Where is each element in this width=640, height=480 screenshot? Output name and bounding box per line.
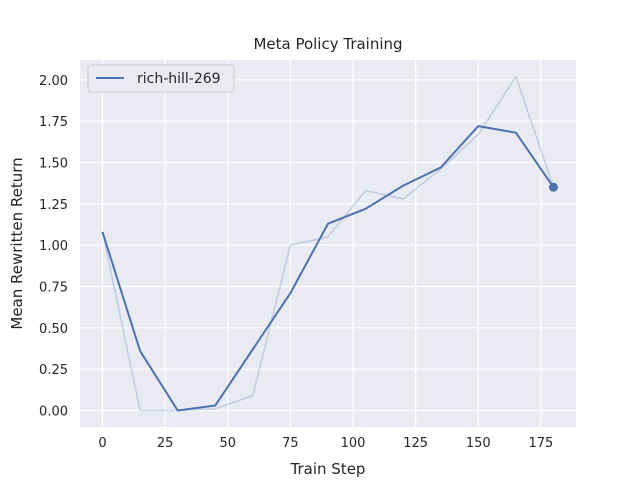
y-tick-label: 0.00	[39, 404, 68, 419]
y-tick-label: 1.75	[39, 115, 68, 130]
y-tick-label: 1.50	[39, 156, 68, 171]
y-tick-label: 1.00	[39, 239, 68, 254]
x-tick-label: 175	[529, 436, 554, 451]
y-tick-label: 2.00	[39, 74, 68, 89]
grid-lines	[80, 60, 576, 427]
x-tick-label: 0	[98, 436, 106, 451]
x-tick-label: 75	[282, 436, 299, 451]
y-tick-label: 0.25	[39, 363, 68, 378]
x-tick-label: 100	[341, 436, 366, 451]
legend-box	[87, 64, 235, 93]
x-tick-label: 150	[466, 436, 491, 451]
x-tick-label: 50	[220, 436, 237, 451]
y-tick-label: 0.50	[39, 322, 68, 337]
x-axis-label: Train Step	[290, 460, 366, 478]
x-tick-label: 25	[157, 436, 174, 451]
y-tick-label: 1.25	[39, 198, 68, 213]
smoothed-series-line	[101, 125, 555, 412]
legend-label: rich-hill-269	[137, 71, 221, 87]
y-tick-label: 0.75	[39, 280, 68, 295]
y-axis-ticks: 0.00 0.25 0.50 0.75 1.00 1.25 1.50 1.75 2.00	[39, 74, 68, 420]
x-axis-ticks: 0 25 50 75 100 125 150 175	[98, 436, 553, 451]
y-axis-label: Mean Rewritten Return	[8, 157, 26, 329]
series-lines	[101, 75, 558, 412]
x-tick-label: 125	[403, 436, 428, 451]
legend: rich-hill-269	[87, 64, 235, 93]
chart-title: Meta Policy Training	[253, 35, 402, 53]
series-end-marker	[548, 182, 558, 192]
